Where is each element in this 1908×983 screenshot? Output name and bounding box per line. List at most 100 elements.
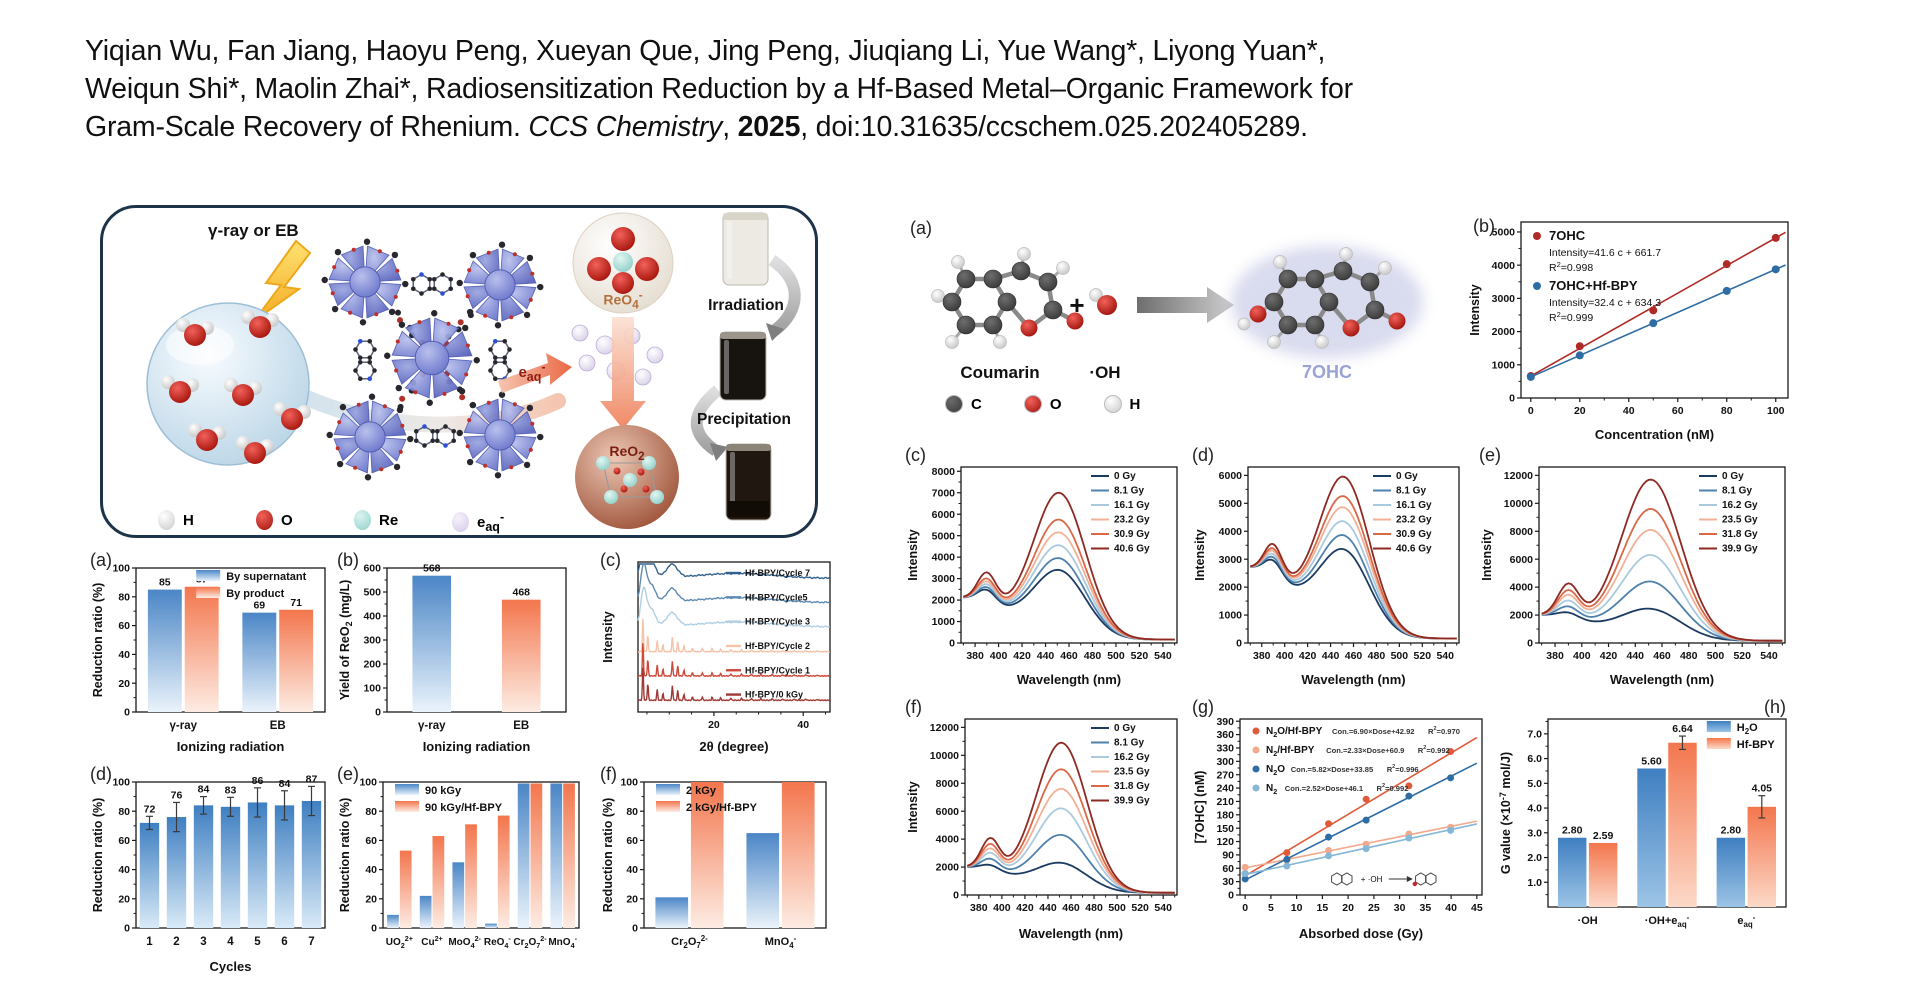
svg-text:5: 5 [1268,902,1274,914]
svg-text:N2O/Hf-BPY: N2O/Hf-BPY [1266,726,1323,739]
chart-spectra-c: 0 1000 2000 3000 4000 5000 6000 7000 8000 380 400 4… [903,443,1185,693]
svg-text:Yield of ReO2 (mg/L): Yield of ReO2 (mg/L) [338,580,354,701]
chart-canvas: 0 2000 4000 6000 8000 10000 12000 380 400 420 440 4… [1479,445,1786,687]
chart-spectra-d: 0 1000 2000 3000 4000 5000 6000 380 400 420 440 460… [1190,443,1467,693]
svg-text:7OHC: 7OHC [1549,228,1586,243]
chart-7ohc-vs-dose: 0 30 60 90 120 150 180 210 240 270 300 330 360 390 0 5 1… [1190,695,1492,947]
svg-text:Reduction ratio (%): Reduction ratio (%) [91,583,105,698]
svg-text:6.64: 6.64 [1672,723,1693,735]
svg-text:500: 500 [1108,902,1126,914]
svg-text:20: 20 [118,893,130,905]
svg-text:MoO42-: MoO42- [448,934,481,950]
svg-text:4000: 4000 [1219,526,1243,538]
svg-text:2000: 2000 [1219,582,1243,594]
svg-text:35: 35 [1420,902,1432,914]
svg-text:23.5 Gy: 23.5 Gy [1114,767,1150,778]
svg-text:380: 380 [1253,650,1271,662]
svg-text:2000: 2000 [932,595,956,607]
svg-text:20: 20 [365,893,377,905]
svg-text:Intensity: Intensity [1480,529,1494,580]
svg-text:+ ·OH: + ·OH [1361,875,1383,884]
svg-text:440: 440 [1322,650,1340,662]
reo2-label: ReO2 [609,443,645,463]
mof-cluster [456,391,544,479]
svg-text:16.1 Gy: 16.1 Gy [1114,500,1150,511]
svg-text:40.6 Gy: 40.6 Gy [1396,544,1432,555]
svg-text:2 kGy/Hf-BPY: 2 kGy/Hf-BPY [686,802,758,814]
svg-text:Hf-BPY/Cycle 3: Hf-BPY/Cycle 3 [745,617,810,627]
svg-text:23.2 Gy: 23.2 Gy [1396,515,1432,526]
hydroxyl-radical [1097,295,1117,315]
svg-text:2.80: 2.80 [1721,825,1742,837]
svg-text:40: 40 [118,864,130,876]
svg-text:60: 60 [1222,863,1234,875]
svg-text:UO22+: UO22+ [386,934,413,950]
chart-canvas: 0 20 40 60 80 100 Reduction ratio (%) (e) UO22+ C… [337,764,580,950]
svg-text:86: 86 [252,775,264,787]
svg-text:60: 60 [118,620,130,632]
abstract-legend-item: Re [354,510,398,530]
svg-text:420: 420 [1299,650,1317,662]
svg-text:540: 540 [1154,902,1172,914]
svg-text:6: 6 [281,936,287,948]
svg-text:460: 460 [1062,902,1080,914]
svg-text:0: 0 [1509,393,1515,405]
atom-label: H [183,511,194,529]
svg-text:380: 380 [970,902,988,914]
svg-text:1000: 1000 [1219,610,1243,622]
svg-text:25: 25 [1368,902,1380,914]
svg-text:7OHC: 7OHC [1302,362,1352,382]
svg-text:540: 540 [1436,650,1454,662]
chart-g-values: 1.0 2.0 3.0 4.0 5.0 6.0 7.0 G value (×10-7 mol/… [1496,695,1796,947]
svg-text:23.5 Gy: 23.5 Gy [1722,515,1758,526]
svg-text:N2/Hf-BPY: N2/Hf-BPY [1266,745,1315,758]
svg-text:Reduction ratio (%): Reduction ratio (%) [338,798,352,913]
svg-text:7OHC+Hf-BPY: 7OHC+Hf-BPY [1549,278,1638,293]
svg-text:480: 480 [1368,650,1386,662]
svg-text:MnO4-: MnO4- [548,934,577,950]
svg-text:400: 400 [990,650,1008,662]
svg-text:7.0: 7.0 [1527,728,1542,740]
svg-text:16.2 Gy: 16.2 Gy [1114,752,1150,763]
svg-text:420: 420 [1016,902,1034,914]
eaq-label: eaq- [518,360,546,384]
journal-name: CCS Chemistry [528,111,723,143]
publication-year: 2025 [737,111,801,143]
svg-text:0: 0 [632,923,638,935]
citation-line1: Yiqian Wu, Fan Jiang, Haoyu Peng, Xueyan… [85,35,1326,67]
svg-text:90 kGy: 90 kGy [425,785,462,797]
svg-text:N2O: N2O [1266,764,1285,777]
svg-text:3000: 3000 [932,573,956,585]
chart-canvas: 0 20 40 60 80 100 Reduction ratio (%) Ionizing … [90,550,326,754]
svg-text:480: 480 [1084,650,1102,662]
svg-text:60: 60 [118,835,130,847]
svg-text:0: 0 [949,638,955,650]
svg-text:Intensity=41.6 c + 661.7: Intensity=41.6 c + 661.7 [1549,247,1661,259]
svg-text:240: 240 [1216,783,1234,795]
svg-text:0: 0 [371,923,377,935]
scheme-legend-item: O [1023,395,1062,413]
down-arrow [600,317,646,429]
svg-text:270: 270 [1216,769,1234,781]
svg-text:60: 60 [365,835,377,847]
svg-text:8000: 8000 [1510,526,1534,538]
svg-text:5000: 5000 [1492,227,1516,239]
electron-ball [578,354,596,372]
citation-line2: Weiqun Shi*, Maolin Zhai*, Radiosensitiz… [85,73,1353,105]
svg-text:+: + [1069,290,1084,320]
svg-text:440: 440 [1626,650,1644,662]
svg-text:EB: EB [513,720,529,732]
svg-text:2000: 2000 [1510,610,1534,622]
svg-text:R2=0.999: R2=0.999 [1549,310,1593,324]
reaction-arrow [1137,287,1234,323]
svg-text:2.0: 2.0 [1527,852,1542,864]
atom-label: Re [379,511,399,529]
svg-text:0: 0 [1527,638,1533,650]
svg-text:R2=0.992: R2=0.992 [1418,745,1450,755]
svg-text:(c): (c) [905,445,926,465]
svg-text:2: 2 [173,936,179,948]
svg-text:210: 210 [1216,796,1234,808]
svg-text:60: 60 [1672,405,1684,417]
svg-text:Hf-BPY/0 kGy: Hf-BPY/0 kGy [745,690,803,700]
